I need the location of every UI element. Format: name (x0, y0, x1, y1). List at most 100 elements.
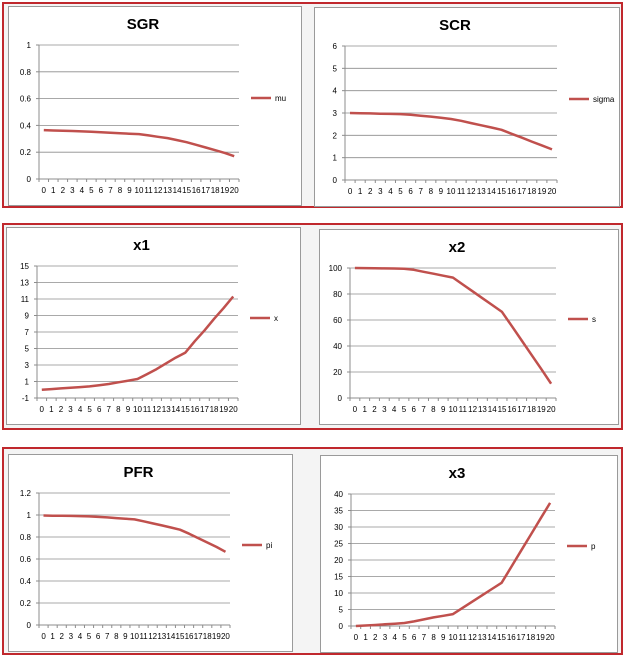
x-tick-label: 14 (488, 405, 497, 414)
x-tick-label: 19 (219, 405, 228, 414)
x-tick-label: 17 (517, 405, 526, 414)
x-tick-label: 3 (382, 405, 387, 414)
y-tick-label: 20 (333, 368, 342, 377)
x-tick-label: 1 (49, 405, 54, 414)
x-tick-label: 4 (78, 632, 83, 641)
x-tick-label: 19 (537, 405, 546, 414)
x-tick-label: 8 (114, 632, 119, 641)
chart-title: PFR (124, 464, 154, 481)
x-tick-label: 2 (61, 186, 66, 195)
y-tick-label: 0 (27, 175, 32, 184)
x-tick-label: 3 (68, 405, 73, 414)
x-tick-label: 16 (507, 405, 516, 414)
x-tick-label: 12 (468, 633, 477, 642)
y-tick-label: 5 (339, 606, 344, 615)
x-tick-label: 13 (162, 405, 171, 414)
x-tick-label: 10 (130, 632, 139, 641)
x-tick-label: 9 (441, 405, 446, 414)
y-tick-label: 5 (25, 345, 30, 354)
legend-label: pi (266, 541, 272, 550)
y-tick-label: 35 (334, 507, 343, 516)
x-tick-label: 5 (402, 633, 407, 642)
x-tick-label: 5 (398, 187, 403, 196)
x-tick-label: 17 (194, 632, 203, 641)
x-tick-label: 16 (507, 633, 516, 642)
x-tick-label: 15 (497, 187, 506, 196)
series-line (41, 295, 235, 392)
y-tick-label: 1 (27, 41, 32, 50)
chart-title: SGR (127, 16, 160, 33)
x-tick-label: 5 (87, 405, 92, 414)
y-tick-label: 40 (334, 490, 343, 499)
y-tick-label: 60 (333, 316, 342, 325)
chart-title: x3 (449, 465, 466, 482)
y-tick-label: 20 (334, 556, 343, 565)
x-tick-label: 4 (80, 186, 85, 195)
x-tick-label: 3 (70, 186, 75, 195)
x-tick-label: 18 (527, 405, 536, 414)
y-tick-label: 100 (329, 264, 343, 273)
x-tick-label: 6 (97, 405, 102, 414)
x-tick-label: 5 (402, 405, 407, 414)
x-tick-label: 14 (171, 405, 180, 414)
chart-panel: PFR 0 0.2 0.4 0.6 0.8 1 1.2 0 1 2 3 4 5 6 7 8 9 10 11 12 13 14… (8, 454, 293, 652)
x-tick-label: 13 (477, 187, 486, 196)
x-tick-label: 12 (467, 187, 476, 196)
x-tick-label: 4 (388, 187, 393, 196)
y-tick-label: 0 (338, 394, 343, 403)
chart-row-3: PFR 0 0.2 0.4 0.6 0.8 1 1.2 0 1 2 3 4 5 6 7 8 9 10 11 12 13 14… (2, 447, 623, 655)
x-tick-label: 18 (203, 632, 212, 641)
x-tick-label: 12 (148, 632, 157, 641)
chart-panel: x1 -1 1 3 5 7 9 11 13 15 0 1 2 3 4 5 6 7 8 9 10 11 12 13 14 15 16 1… (6, 227, 301, 425)
x-tick-label: 20 (221, 632, 230, 641)
x-tick-label: 10 (133, 405, 142, 414)
series-line (349, 111, 553, 151)
x-tick-label: 18 (526, 633, 535, 642)
x-tick-label: 2 (59, 405, 64, 414)
chart-title: x1 (133, 237, 150, 254)
x-tick-label: 0 (348, 187, 353, 196)
y-tick-label: 3 (333, 109, 338, 118)
x-tick-label: 18 (527, 187, 536, 196)
x-tick-label: 6 (412, 633, 417, 642)
x-tick-label: 20 (229, 405, 238, 414)
y-tick-label: 25 (334, 540, 343, 549)
x-tick-label: 17 (517, 633, 526, 642)
series-line (43, 514, 227, 553)
x-tick-label: 9 (126, 405, 131, 414)
y-tick-label: 40 (333, 342, 342, 351)
x-tick-label: 14 (166, 632, 175, 641)
x-tick-label: 9 (441, 633, 446, 642)
chart-panel: x2 0 20 40 60 80 100 0 1 2 3 4 5 6 7 8 9 10 11 12 13 14 15 16 17… (319, 229, 619, 425)
x-tick-label: 14 (487, 633, 496, 642)
x-tick-label: 8 (431, 405, 436, 414)
x-tick-label: 0 (41, 632, 46, 641)
x-tick-label: 4 (392, 405, 397, 414)
series-line (43, 128, 235, 158)
x-tick-label: 10 (449, 405, 458, 414)
x-tick-label: 12 (468, 405, 477, 414)
x-tick-label: 17 (201, 186, 210, 195)
x-tick-label: 1 (358, 187, 363, 196)
x-tick-label: 8 (431, 633, 436, 642)
x-tick-label: 14 (487, 187, 496, 196)
x-tick-label: 2 (368, 187, 373, 196)
x-tick-label: 15 (498, 405, 507, 414)
y-tick-label: 1 (27, 511, 32, 520)
y-tick-label: -1 (22, 394, 30, 403)
x-tick-label: 11 (459, 633, 468, 642)
x-tick-label: 0 (42, 186, 47, 195)
chart-panel: SGR 0 0.2 0.4 0.6 0.8 1 0 1 2 3 4 5 6 7 8 9 10 11 12 13 14 15 1… (8, 6, 302, 206)
y-tick-label: 0 (339, 622, 344, 631)
x-tick-label: 7 (421, 405, 426, 414)
y-tick-label: 30 (334, 523, 343, 532)
y-tick-label: 10 (334, 589, 343, 598)
x-tick-label: 7 (107, 405, 112, 414)
x-tick-label: 19 (536, 633, 545, 642)
x-tick-label: 11 (144, 186, 153, 195)
